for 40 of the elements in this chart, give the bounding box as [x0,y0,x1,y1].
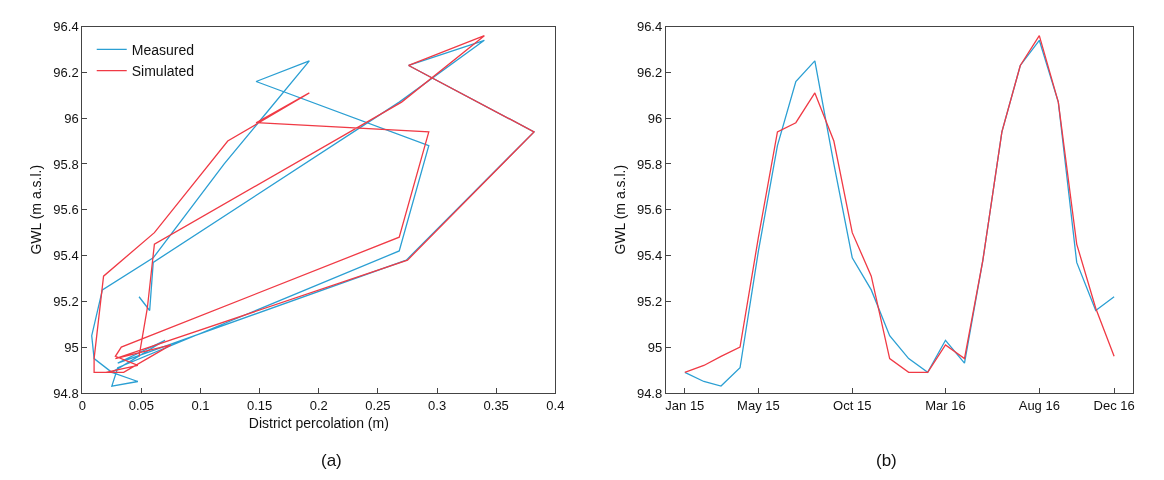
y-tick-label: 96.4 [636,19,663,35]
x-tick-label: Aug 16 [1018,397,1060,413]
y-tick-label: 95 [64,339,79,355]
x-tick-label: Oct 15 [833,397,872,413]
y-tick-label: 96.2 [636,64,663,80]
x-tick-label: 0.15 [247,397,273,413]
y-axis-title: GWL (m a.s.l.) [27,164,44,255]
y-tick-label: 95.2 [636,293,663,309]
x-tick-label: 0.2 [309,397,328,413]
y-tick-label: 94.8 [636,385,663,401]
y-tick-label: 96.2 [53,64,79,80]
x-axis-title: District percolation (m) [248,414,389,431]
legend-label: Measured [131,41,194,58]
y-tick-label: 96.4 [53,19,79,35]
x-tick-label: Dec 16 [1093,397,1135,413]
y-tick-label: 95.4 [636,248,663,264]
x-tick-label: Mar 16 [925,397,966,413]
y-tick-label: 95.2 [53,293,79,309]
y-tick-label: 96 [64,110,79,126]
x-tick-label: May 15 [737,397,780,413]
x-tick-label: 0 [78,397,86,413]
x-tick-label: Jan 15 [665,397,705,413]
y-axis-title: GWL (m a.s.l.) [611,164,628,255]
legend-label: Simulated [131,63,194,80]
x-tick-label: 0.35 [483,397,509,413]
x-tick-label: 0.4 [546,397,565,413]
x-tick-label: 0.25 [365,397,391,413]
y-tick-label: 95 [647,339,663,355]
y-tick-label: 95.8 [53,156,79,172]
y-tick-label: 95.4 [53,248,79,264]
y-tick-label: 96 [647,110,663,126]
y-tick-label: 95.6 [53,202,79,218]
x-tick-label: 0.1 [191,397,210,413]
x-tick-label: 0.3 [428,397,447,413]
text: (b) [876,451,897,470]
y-tick-label: 94.8 [53,385,79,401]
y-tick-label: 95.8 [636,156,663,172]
y-tick-label: 95.6 [636,202,663,218]
x-tick-label: 0.05 [128,397,155,413]
text: (a) [321,451,342,470]
